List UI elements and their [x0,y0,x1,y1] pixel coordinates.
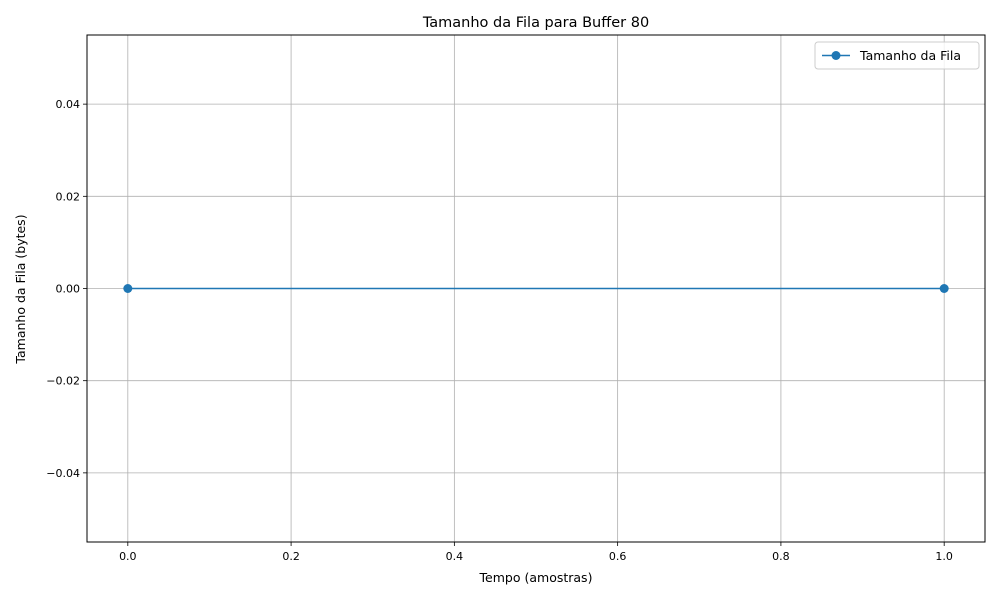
x-tick-label: 1.0 [935,550,953,563]
data-point [939,284,949,293]
y-tick-label: 0.04 [56,98,81,111]
x-tick-label: 0.4 [446,550,464,563]
x-tick-label: 0.0 [119,550,137,563]
legend-label: Tamanho da Fila [859,48,961,63]
legend-box [814,41,980,70]
chart-title: Tamanho da Fila para Buffer 80 [422,15,649,31]
x-axis-label: Tempo (amostras) [479,570,593,585]
y-tick-label: −0.02 [46,375,80,388]
data-point [123,284,133,293]
y-tick-label: 0.00 [56,283,81,296]
legend-marker-icon [831,51,841,60]
legend: Tamanho da Fila [814,41,980,70]
y-tick-label: 0.02 [56,190,81,203]
y-axis-ticks: −0.04 −0.02 0.00 0.02 0.04 [46,98,87,480]
y-axis-label: Tamanho da Fila (bytes) [13,214,28,364]
x-tick-label: 0.8 [772,550,790,563]
x-axis-ticks: 0.0 0.2 0.4 0.6 0.8 1.0 [119,542,953,563]
series-layer [123,284,949,293]
y-tick-label: −0.04 [46,467,80,480]
x-tick-label: 0.2 [282,550,300,563]
x-tick-label: 0.6 [609,550,627,563]
